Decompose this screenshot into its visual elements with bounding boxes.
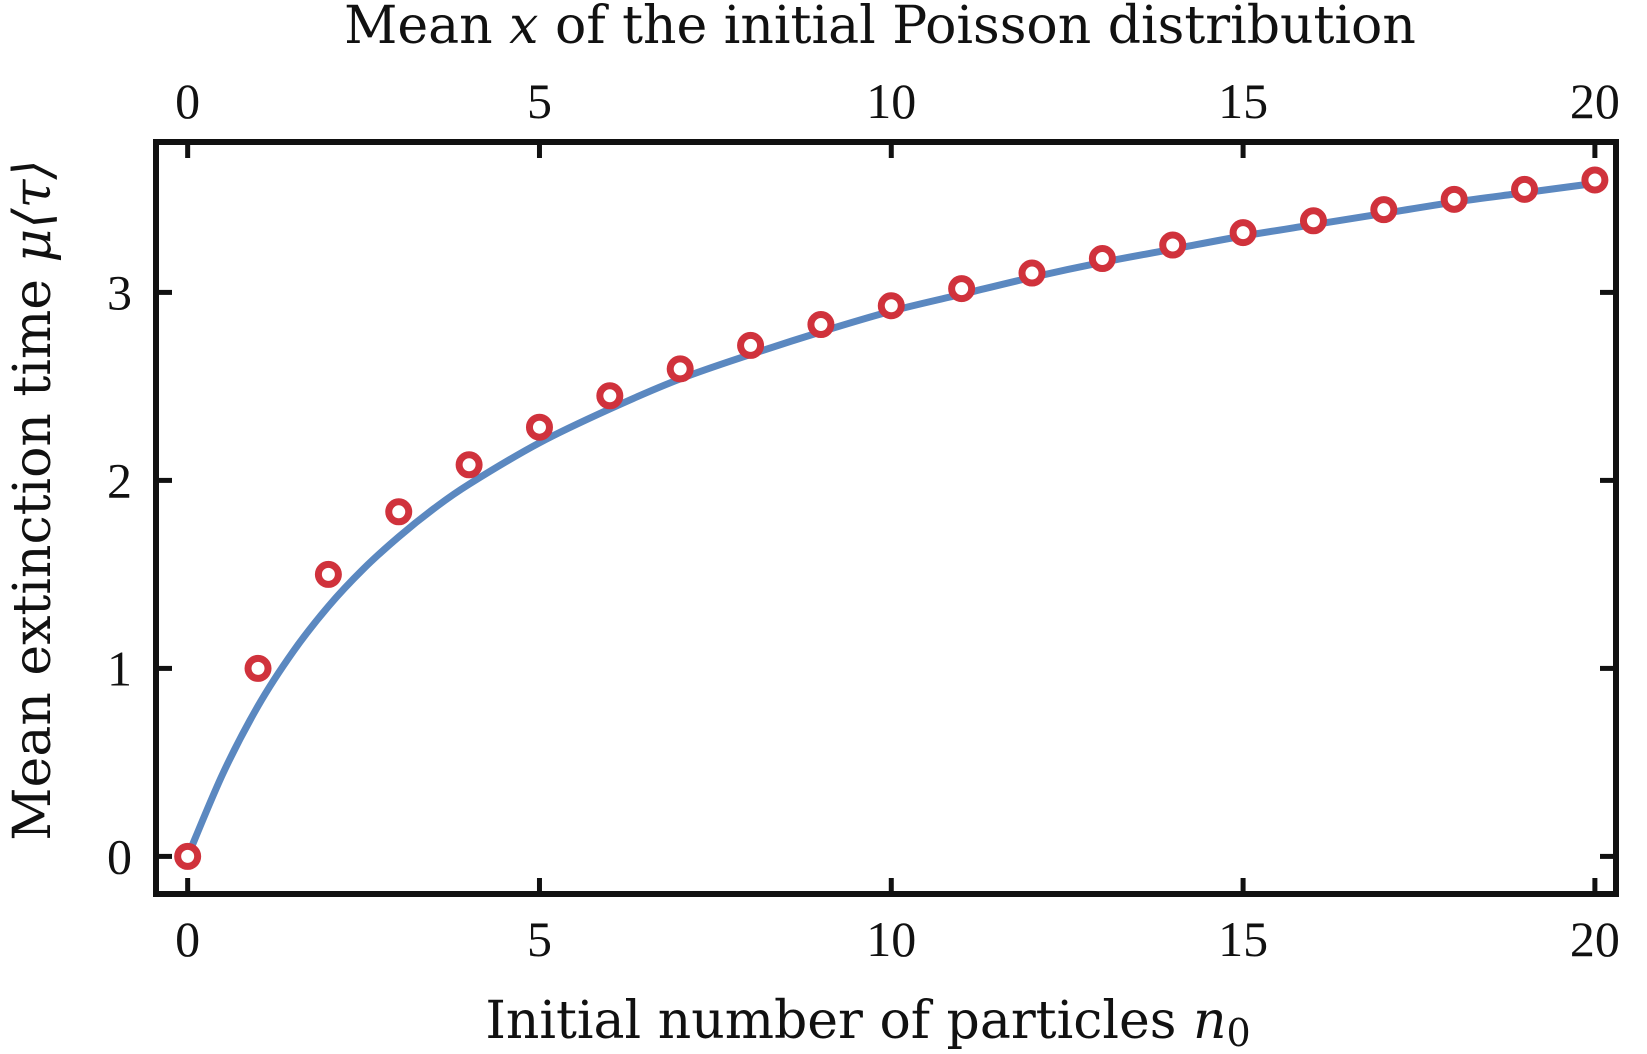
data-point bbox=[455, 451, 483, 479]
data-point bbox=[174, 842, 202, 870]
top-tick-label: 5 bbox=[527, 73, 552, 129]
data-point bbox=[948, 275, 976, 303]
top-axis-title: Mean x of the initial Poisson distributi… bbox=[344, 0, 1416, 56]
data-point bbox=[1440, 185, 1468, 213]
top-tick-label: 0 bbox=[175, 73, 200, 129]
top-tick-label: 15 bbox=[1218, 73, 1268, 129]
top-tick-label: 20 bbox=[1570, 73, 1620, 129]
data-point bbox=[1159, 231, 1187, 259]
data-point bbox=[596, 382, 624, 410]
x-tick-label: 0 bbox=[175, 911, 200, 967]
x-tick-label: 15 bbox=[1218, 911, 1268, 967]
data-point bbox=[737, 331, 765, 359]
x-tick-label: 10 bbox=[866, 911, 916, 967]
top-tick-label: 10 bbox=[866, 73, 916, 129]
data-point bbox=[1088, 245, 1116, 273]
data-point bbox=[666, 355, 694, 383]
data-point bbox=[525, 413, 553, 441]
tick-labels: 0 5 10 15 20 0 5 10 15 20 0 1 2 3 bbox=[107, 73, 1620, 967]
x-axis-title: Initial number of particles n0 bbox=[485, 991, 1250, 1054]
y-tick-label: 0 bbox=[107, 828, 132, 884]
data-point bbox=[877, 292, 905, 320]
y-tick-label: 2 bbox=[107, 452, 132, 508]
y-axis-title: Mean extinction time μ⟨τ⟩ bbox=[3, 159, 63, 840]
x-tick-label: 20 bbox=[1570, 911, 1620, 967]
axis-ticks bbox=[156, 142, 1616, 894]
data-point bbox=[807, 311, 835, 339]
y-tick-label: 1 bbox=[107, 640, 132, 696]
data-point bbox=[385, 498, 413, 526]
data-point bbox=[1229, 219, 1257, 247]
data-point bbox=[314, 560, 342, 588]
data-point bbox=[1370, 196, 1398, 224]
y-tick-label: 3 bbox=[107, 264, 132, 320]
data-point bbox=[244, 654, 272, 682]
plot-series bbox=[174, 166, 1609, 870]
data-point bbox=[1018, 259, 1046, 287]
plot-frame bbox=[153, 139, 1619, 897]
data-point bbox=[1581, 166, 1609, 194]
data-point bbox=[1299, 207, 1327, 235]
data-point bbox=[1511, 175, 1539, 203]
x-tick-label: 5 bbox=[527, 911, 552, 967]
